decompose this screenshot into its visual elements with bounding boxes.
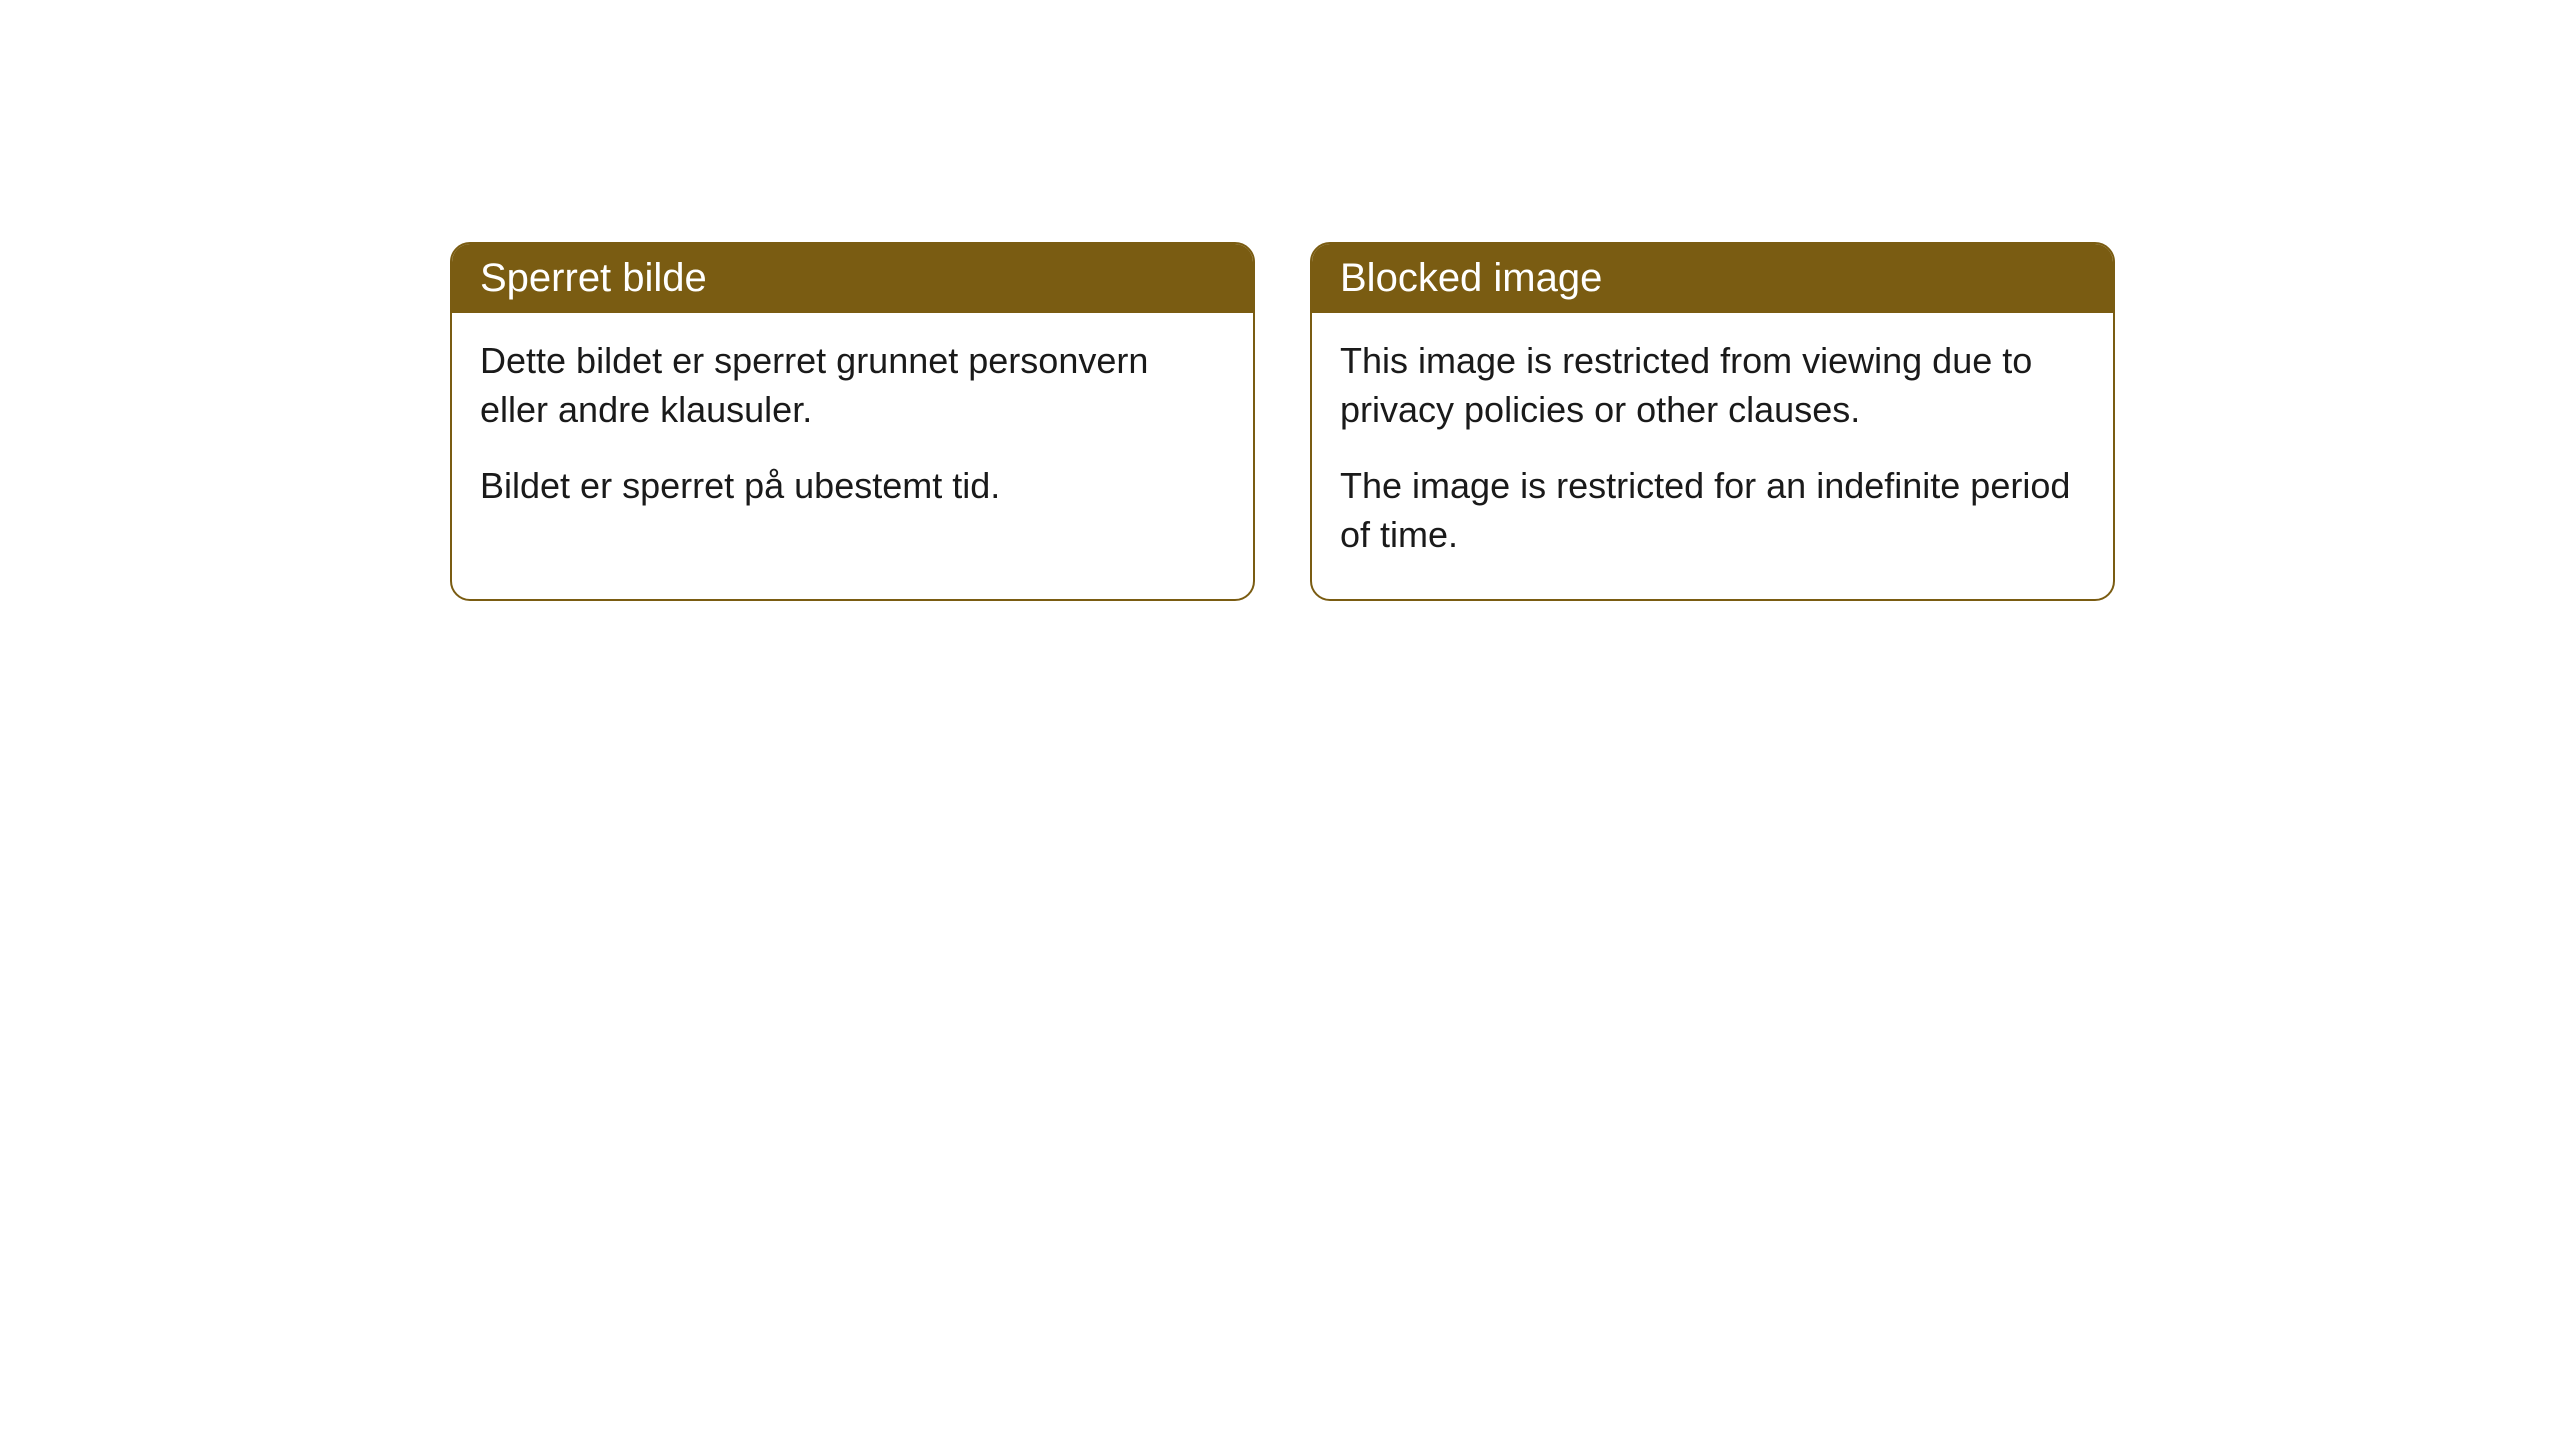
notice-card-norwegian: Sperret bilde Dette bildet er sperret gr… [450,242,1255,601]
card-header: Blocked image [1312,244,2113,313]
notice-cards-container: Sperret bilde Dette bildet er sperret gr… [450,242,2115,601]
card-title: Blocked image [1340,256,1602,300]
card-paragraph: Bildet er sperret på ubestemt tid. [480,462,1225,511]
card-header: Sperret bilde [452,244,1253,313]
card-title: Sperret bilde [480,256,707,300]
card-body: Dette bildet er sperret grunnet personve… [452,313,1253,551]
card-paragraph: Dette bildet er sperret grunnet personve… [480,337,1225,434]
card-paragraph: The image is restricted for an indefinit… [1340,462,2085,559]
card-body: This image is restricted from viewing du… [1312,313,2113,599]
card-paragraph: This image is restricted from viewing du… [1340,337,2085,434]
notice-card-english: Blocked image This image is restricted f… [1310,242,2115,601]
